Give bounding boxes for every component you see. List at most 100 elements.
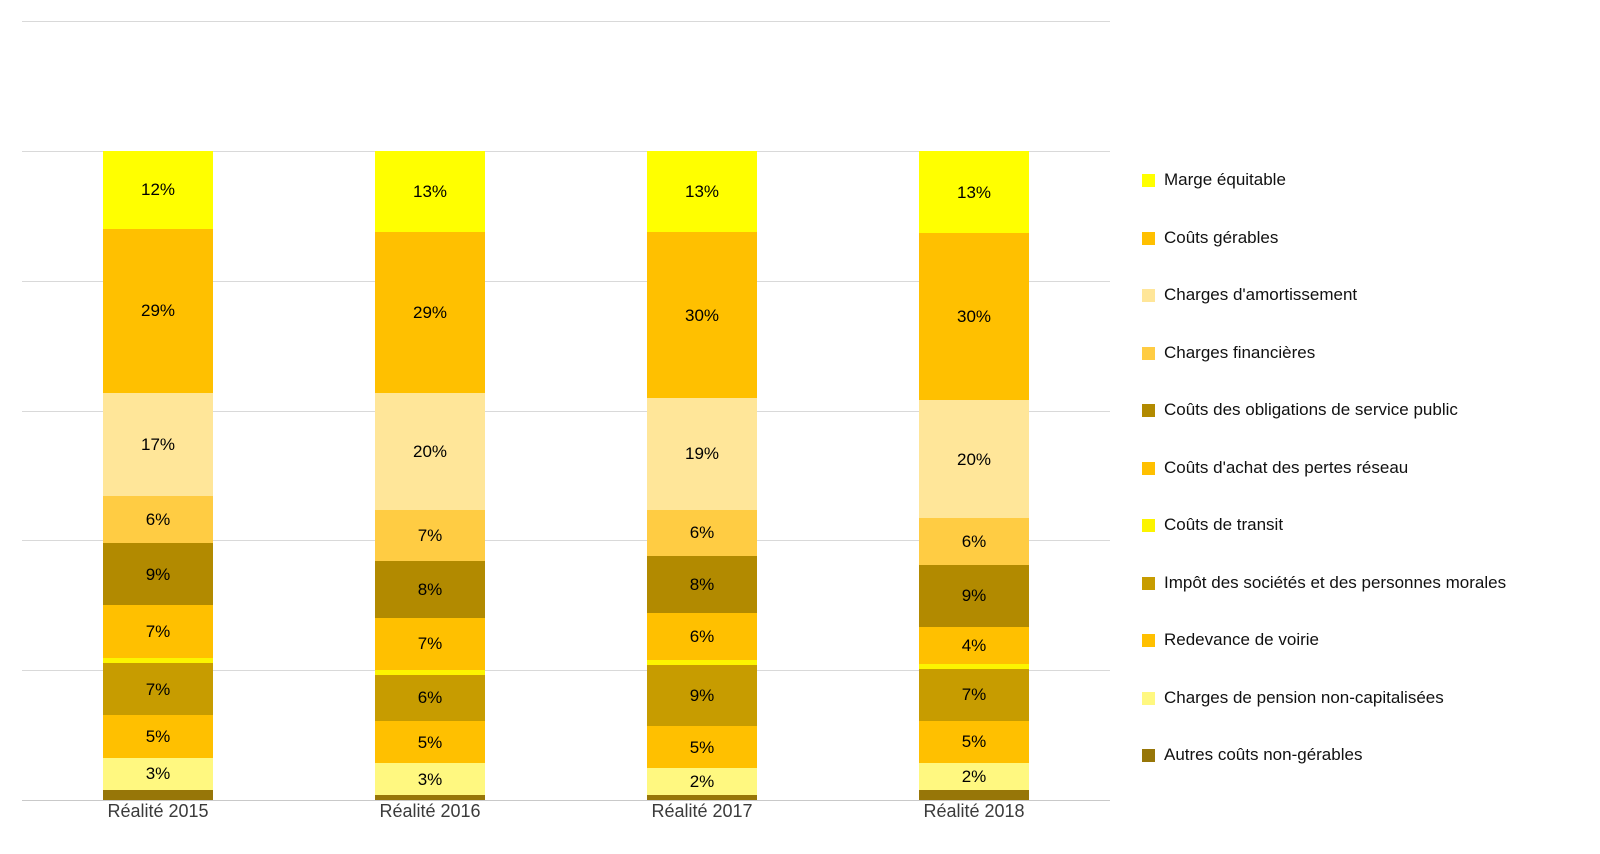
legend-item-autres-couts-non-gerables: Autres coûts non-gérables <box>1142 744 1362 766</box>
legend-label: Coûts de transit <box>1164 515 1284 534</box>
legend-label: Coûts d'achat des pertes réseau <box>1164 458 1409 477</box>
legend-swatch-icon <box>1142 173 1155 187</box>
x-axis-line <box>22 800 1110 801</box>
data-label: 13% <box>956 182 992 202</box>
bar-segment-charges-financieres: 7% <box>375 509 485 562</box>
gridline <box>22 151 1110 152</box>
data-label: 6% <box>961 531 987 551</box>
bar-segment-impot-des-societes-et-des-personnes-morales: 7% <box>103 662 213 716</box>
data-label: 8% <box>689 575 715 595</box>
legend-swatch-icon <box>1142 346 1155 360</box>
legend-item-charges-de-pension-non-capitalisees: Charges de pension non-capitalisées <box>1142 687 1444 709</box>
data-label: 7% <box>145 622 171 642</box>
data-label: 5% <box>417 732 443 752</box>
data-label: 2% <box>961 766 987 786</box>
legend-swatch-icon <box>1142 576 1155 590</box>
gridline <box>22 411 1110 412</box>
bar-segment-marge-equitable: 13% <box>919 151 1029 234</box>
stacked-bar-realite-2016: 13% 29% 20% 7% 8% 7% 6% 5% 3% <box>375 151 485 800</box>
bar-segment-autres-couts-non-gerables <box>103 789 213 801</box>
bar-segment-charges-de-pension-non-capitalisees: 2% <box>919 762 1029 790</box>
legend-swatch-icon <box>1142 461 1155 475</box>
bar-segment-couts-gerables: 29% <box>375 232 485 394</box>
legend-label: Charges de pension non-capitalisées <box>1164 688 1444 707</box>
bar-segment-charges-d-amortissement: 17% <box>103 392 213 496</box>
data-label: 30% <box>684 305 720 325</box>
category-axis-label: Réalité 2018 <box>923 801 1025 821</box>
bar-segment-couts-de-transit <box>375 669 485 675</box>
legend: Marge équitable Coûts gérables Charges d'a… <box>1142 0 1600 854</box>
bar-segment-charges-de-pension-non-capitalisees: 3% <box>103 757 213 790</box>
data-label: 6% <box>689 626 715 646</box>
data-label: 12% <box>140 180 176 200</box>
bar-segment-couts-gerables: 30% <box>919 233 1029 401</box>
data-label: 6% <box>689 523 715 543</box>
bar-segment-charges-d-amortissement: 19% <box>647 398 757 510</box>
bar-segment-impot-des-societes-et-des-personnes-morales: 6% <box>375 674 485 722</box>
data-label: 7% <box>417 525 443 545</box>
bar-segment-redevance-de-voirie: 5% <box>375 721 485 764</box>
bar-segment-impot-des-societes-et-des-personnes-morales: 7% <box>919 668 1029 721</box>
legend-label: Charges financières <box>1164 343 1316 362</box>
category-axis-label: Réalité 2017 <box>651 801 753 821</box>
bar-segment-charges-financieres: 6% <box>647 509 757 557</box>
bar-segment-couts-d-achat-des-pertes-reseau: 7% <box>375 617 485 670</box>
bar-segment-autres-couts-non-gerables <box>919 789 1029 800</box>
legend-label: Redevance de voirie <box>1164 630 1319 649</box>
legend-swatch-icon <box>1142 691 1155 705</box>
legend-swatch-icon <box>1142 748 1155 762</box>
data-label: 6% <box>417 688 443 708</box>
bar-segment-autres-couts-non-gerables <box>375 795 485 800</box>
data-label: 19% <box>684 444 720 464</box>
bar-segment-couts-de-transit <box>919 663 1029 669</box>
bar-segment-couts-des-obligations-de-service-public: 9% <box>919 564 1029 627</box>
bar-segment-impot-des-societes-et-des-personnes-morales: 9% <box>647 664 757 727</box>
bar-segment-couts-des-obligations-de-service-public: 9% <box>103 542 213 606</box>
data-label: 17% <box>140 434 176 454</box>
data-label: 3% <box>417 769 443 789</box>
stacked-bar-realite-2018: 13% 30% 20% 6% 9% 4% 7% 5% 2% <box>919 151 1029 800</box>
bar-segment-redevance-de-voirie: 5% <box>919 720 1029 763</box>
legend-swatch-icon <box>1142 633 1155 647</box>
data-label: 2% <box>689 772 715 792</box>
bar-segment-charges-de-pension-non-capitalisees: 3% <box>375 763 485 796</box>
category-axis-label: Réalité 2016 <box>379 801 481 821</box>
data-label: 7% <box>961 685 987 705</box>
legend-label: Coûts gérables <box>1164 228 1279 247</box>
bar-segment-couts-d-achat-des-pertes-reseau: 6% <box>647 612 757 660</box>
data-label: 30% <box>956 307 992 327</box>
gridline <box>22 21 1110 22</box>
bar-segment-charges-financieres: 6% <box>919 517 1029 565</box>
bar-segment-couts-d-achat-des-pertes-reseau: 4% <box>919 626 1029 664</box>
data-label: 3% <box>145 764 171 784</box>
bar-segment-couts-de-transit <box>647 659 757 665</box>
legend-item-charges-d-amortissement: Charges d'amortissement <box>1142 284 1357 306</box>
bar-segment-marge-equitable: 12% <box>103 151 213 229</box>
bar-segment-charges-financieres: 6% <box>103 495 213 543</box>
legend-label: Charges d'amortissement <box>1164 285 1358 304</box>
legend-swatch-icon <box>1142 403 1155 417</box>
legend-item-redevance-de-voirie: Redevance de voirie <box>1142 629 1319 651</box>
data-label: 9% <box>145 564 171 584</box>
legend-swatch-icon <box>1142 231 1155 245</box>
data-label: 29% <box>412 303 448 323</box>
bar-segment-charges-d-amortissement: 20% <box>919 400 1029 518</box>
legend-label: Marge équitable <box>1164 170 1286 189</box>
legend-item-impot-des-societes-et-des-personnes-morales: Impôt des sociétés et des personnes mora… <box>1142 572 1506 594</box>
data-label: 6% <box>145 509 171 529</box>
gridline <box>22 281 1110 282</box>
bar-segment-couts-des-obligations-de-service-public: 8% <box>375 561 485 618</box>
data-label: 9% <box>689 686 715 705</box>
data-label: 9% <box>961 586 987 606</box>
bar-segment-redevance-de-voirie: 5% <box>647 726 757 769</box>
legend-item-couts-d-achat-des-pertes-reseau: Coûts d'achat des pertes réseau <box>1142 457 1408 479</box>
bar-segment-autres-couts-non-gerables <box>647 795 757 800</box>
data-label: 20% <box>412 441 448 461</box>
bar-segment-couts-gerables: 29% <box>103 228 213 393</box>
bar-segment-charges-d-amortissement: 20% <box>375 393 485 510</box>
legend-item-couts-de-transit: Coûts de transit <box>1142 514 1283 536</box>
bar-segment-charges-de-pension-non-capitalisees: 2% <box>647 768 757 796</box>
gridline <box>22 670 1110 671</box>
legend-label: Coûts des obligations de service public <box>1164 400 1458 419</box>
